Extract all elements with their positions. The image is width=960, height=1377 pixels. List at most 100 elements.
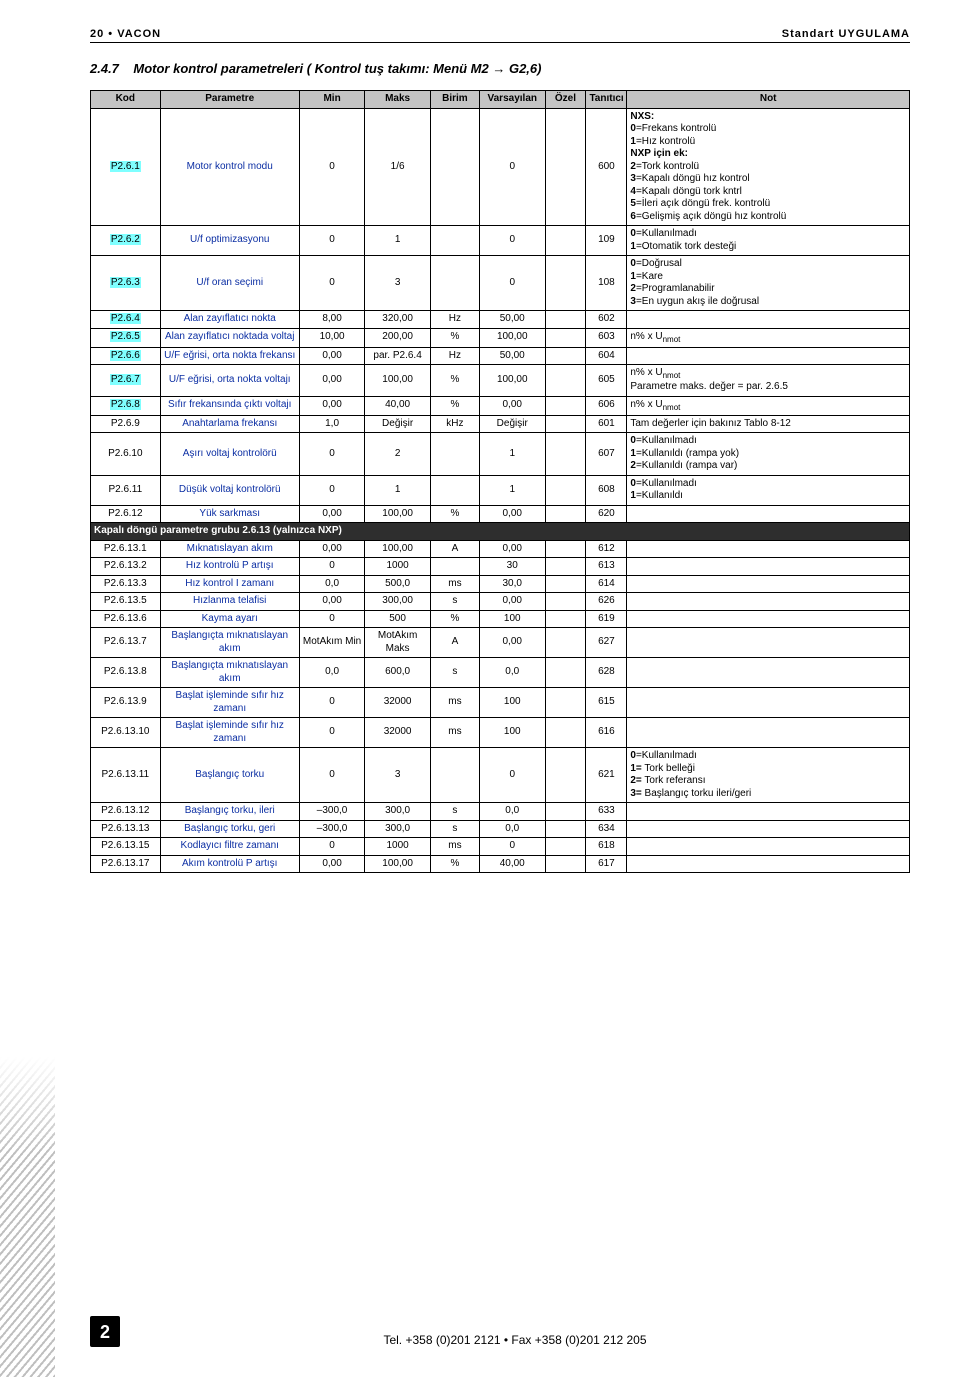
cell-ozel	[545, 396, 586, 415]
cell-kod: P2.6.7	[91, 365, 161, 397]
table-row: P2.6.13.7Başlangıçta mıknatıslayan akımM…	[91, 628, 910, 658]
cell-ozel	[545, 593, 586, 611]
cell-not	[627, 311, 910, 329]
cell-maks: 1/6	[365, 108, 431, 226]
cell-maks: 40,00	[365, 396, 431, 415]
cell-ozel	[545, 540, 586, 558]
table-row: P2.6.13.3Hız kontrol I zamanı0,0500,0ms3…	[91, 575, 910, 593]
cell-kod: P2.6.1	[91, 108, 161, 226]
cell-kod: P2.6.11	[91, 475, 161, 505]
cell-birim	[430, 475, 479, 505]
cell-not: 0=Kullanılmadı1=Kullanıldı	[627, 475, 910, 505]
cell-birim: %	[430, 505, 479, 523]
cell-param: Akım kontrolü P artışı	[160, 855, 299, 873]
cell-kod: P2.6.13.11	[91, 748, 161, 803]
cell-not	[627, 838, 910, 856]
cell-var: 100	[479, 688, 545, 718]
cell-min: 10,00	[299, 328, 365, 347]
cell-var: 0	[479, 838, 545, 856]
cell-kod: P2.6.3	[91, 256, 161, 311]
cell-tan: 617	[586, 855, 627, 873]
cell-param: Anahtarlama frekansı	[160, 415, 299, 433]
cell-min: 1,0	[299, 415, 365, 433]
table-row: P2.6.13.8Başlangıçta mıknatıslayan akım0…	[91, 658, 910, 688]
cell-maks: 300,0	[365, 820, 431, 838]
cell-tan: 614	[586, 575, 627, 593]
cell-min: 0	[299, 610, 365, 628]
cell-not	[627, 820, 910, 838]
cell-tan: 605	[586, 365, 627, 397]
cell-kod: P2.6.13.13	[91, 820, 161, 838]
cell-not	[627, 593, 910, 611]
cell-ozel	[545, 658, 586, 688]
table-row: P2.6.6U/F eğrisi, orta nokta frekansı0,0…	[91, 347, 910, 365]
cell-var: 0	[479, 748, 545, 803]
cell-not: 0=Doğrusal1=Kare2=Programlanabilir3=En u…	[627, 256, 910, 311]
section-title: 2.4.7 Motor kontrol parametreleri ( Kont…	[90, 61, 910, 76]
cell-kod: P2.6.13.1	[91, 540, 161, 558]
col-param: Parametre	[160, 91, 299, 109]
cell-birim: ms	[430, 688, 479, 718]
cell-tan: 633	[586, 803, 627, 821]
cell-not	[627, 575, 910, 593]
table-header-row: Kod Parametre Min Maks Birim Varsayılan …	[91, 91, 910, 109]
cell-kod: P2.6.5	[91, 328, 161, 347]
cell-var: 0,00	[479, 396, 545, 415]
table-row: P2.6.10Aşırı voltaj kontrolörü0216070=Ku…	[91, 433, 910, 476]
cell-min: 0,00	[299, 365, 365, 397]
cell-maks: 300,00	[365, 593, 431, 611]
cell-birim: s	[430, 658, 479, 688]
table-row: P2.6.13.9Başlat işleminde sıfır hız zama…	[91, 688, 910, 718]
cell-maks: 1000	[365, 558, 431, 576]
cell-param: Başlangıçta mıknatıslayan akım	[160, 628, 299, 658]
cell-birim: s	[430, 803, 479, 821]
cell-kod: P2.6.13.2	[91, 558, 161, 576]
cell-param: U/f optimizasyonu	[160, 226, 299, 256]
cell-birim: A	[430, 540, 479, 558]
cell-ozel	[545, 628, 586, 658]
cell-maks: MotAkım Maks	[365, 628, 431, 658]
cell-birim	[430, 108, 479, 226]
page-header: 20 • VACON Standart UYGULAMA	[90, 28, 910, 43]
cell-min: 0	[299, 226, 365, 256]
table-row: P2.6.2U/f optimizasyonu0101090=Kullanılm…	[91, 226, 910, 256]
cell-maks: 100,00	[365, 365, 431, 397]
table-row: P2.6.4Alan zayıflatıcı nokta8,00320,00Hz…	[91, 311, 910, 329]
cell-birim: ms	[430, 838, 479, 856]
cell-min: 0,00	[299, 855, 365, 873]
cell-min: 0	[299, 558, 365, 576]
cell-not: n% x UnmotParametre maks. değer = par. 2…	[627, 365, 910, 397]
cell-kod: P2.6.6	[91, 347, 161, 365]
cell-var: 0,00	[479, 628, 545, 658]
cell-ozel	[545, 688, 586, 718]
cell-maks: 100,00	[365, 505, 431, 523]
cell-min: 0,00	[299, 540, 365, 558]
cell-min: 0,00	[299, 396, 365, 415]
cell-tan: 109	[586, 226, 627, 256]
cell-kod: P2.6.2	[91, 226, 161, 256]
table-row: P2.6.7U/F eğrisi, orta nokta voltajı0,00…	[91, 365, 910, 397]
cell-param: Hızlanma telafisi	[160, 593, 299, 611]
cell-tan: 634	[586, 820, 627, 838]
cell-maks: 2	[365, 433, 431, 476]
cell-not	[627, 347, 910, 365]
cell-not: 0=Kullanılmadı1=Kullanıldı (rampa yok)2=…	[627, 433, 910, 476]
cell-min: 0,0	[299, 575, 365, 593]
cell-maks: Değişir	[365, 415, 431, 433]
cell-birim	[430, 256, 479, 311]
cell-param: U/F eğrisi, orta nokta voltajı	[160, 365, 299, 397]
cell-maks: 600,0	[365, 658, 431, 688]
cell-tan: 628	[586, 658, 627, 688]
cell-tan: 601	[586, 415, 627, 433]
cell-var: 0,0	[479, 820, 545, 838]
table-row: P2.6.9Anahtarlama frekansı1,0DeğişirkHzD…	[91, 415, 910, 433]
cell-maks: 1	[365, 475, 431, 505]
cell-ozel	[545, 505, 586, 523]
cell-kod: P2.6.13.17	[91, 855, 161, 873]
cell-var: 1	[479, 475, 545, 505]
cell-maks: 500,0	[365, 575, 431, 593]
cell-birim: ms	[430, 575, 479, 593]
cell-not	[627, 505, 910, 523]
parameter-table: Kod Parametre Min Maks Birim Varsayılan …	[90, 90, 910, 873]
cell-min: MotAkım Min	[299, 628, 365, 658]
